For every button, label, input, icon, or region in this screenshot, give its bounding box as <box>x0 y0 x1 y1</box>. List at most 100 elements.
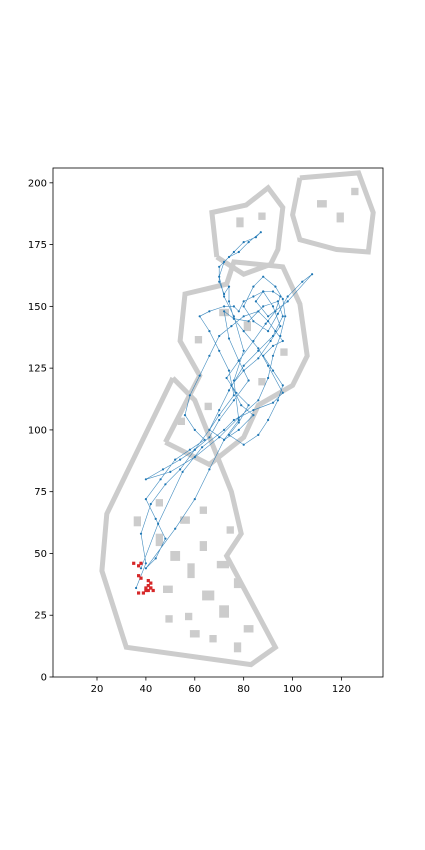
trajectory-point <box>264 322 267 325</box>
y-tick-label: 125 <box>28 364 47 375</box>
start-point <box>149 581 153 585</box>
start-point <box>149 586 153 590</box>
map-obstacle <box>170 551 181 561</box>
trajectory-layer <box>135 231 314 590</box>
trajectory-point <box>252 285 255 288</box>
map-obstacle <box>336 212 344 223</box>
trajectory-point <box>257 357 260 360</box>
map-obstacle <box>204 402 212 411</box>
trajectory-point <box>281 384 284 387</box>
trajectory-point <box>267 330 270 333</box>
trajectory-point <box>227 433 231 436</box>
trajectory-point <box>281 339 284 343</box>
x-tick-label: 120 <box>332 684 351 695</box>
trajectory-point <box>274 330 277 333</box>
y-tick-label: 25 <box>34 611 47 622</box>
map-wall-outline <box>99 376 279 668</box>
map-obstacle <box>194 336 203 344</box>
trajectory-point <box>227 369 231 372</box>
trajectory-point <box>311 273 314 276</box>
trajectory-point <box>279 334 282 338</box>
trajectory-point <box>259 231 262 234</box>
y-tick-label: 175 <box>28 240 47 251</box>
x-tick-label: 40 <box>140 684 153 695</box>
trajectory-point <box>286 295 289 298</box>
map-obstacle <box>155 533 163 547</box>
map-obstacle <box>180 516 190 524</box>
start-point <box>137 574 141 578</box>
trajectory-point <box>274 310 277 313</box>
trajectory-point <box>279 325 282 328</box>
trajectory-point <box>232 399 235 402</box>
trajectory-point <box>144 498 147 501</box>
trajectory-point <box>154 557 157 560</box>
y-tick-label: 75 <box>34 487 47 498</box>
trajectory-point <box>242 241 245 244</box>
y-tick-label: 50 <box>34 549 47 560</box>
trajectory-point <box>281 315 284 318</box>
map-obstacle <box>236 217 244 228</box>
map-obstacle <box>163 585 173 593</box>
trajectory-point <box>223 428 226 431</box>
trajectory-point <box>252 295 255 298</box>
map-obstacle <box>202 590 215 601</box>
trajectory-point <box>267 418 270 422</box>
map-obstacle <box>155 499 163 507</box>
start-point <box>139 561 143 565</box>
trajectory-point <box>223 305 226 308</box>
trajectory-point <box>237 359 240 362</box>
trajectory-point <box>247 320 250 323</box>
map-wall-outline <box>209 184 286 277</box>
trajectory-point <box>237 250 240 254</box>
trajectory-point <box>157 522 160 525</box>
map-obstacle <box>226 526 234 534</box>
start-point <box>144 586 148 590</box>
trajectory-point <box>252 409 255 412</box>
trajectory-point <box>223 260 226 263</box>
trajectory-point <box>284 315 287 318</box>
trajectory-point <box>257 433 260 436</box>
map-wall-outline <box>163 259 310 468</box>
map-obstacle <box>258 378 266 386</box>
trajectory-point <box>276 399 279 402</box>
trajectory-point <box>201 446 204 449</box>
trajectory-point <box>257 399 260 402</box>
map-obstacle <box>258 212 266 220</box>
y-tick-label: 200 <box>28 178 47 189</box>
trajectory-point <box>247 379 250 382</box>
trajectory-point <box>276 300 279 303</box>
x-tick-label: 60 <box>188 684 201 695</box>
trajectory-point <box>242 305 245 308</box>
map-obstacle <box>233 642 242 653</box>
trajectory-point <box>232 418 235 422</box>
trajectory-point <box>193 498 196 501</box>
trajectory-point <box>135 586 138 590</box>
trajectory-point <box>232 305 235 308</box>
start-point <box>141 591 145 595</box>
map-obstacle <box>199 541 207 551</box>
map-obstacle <box>177 417 185 425</box>
trajectory-point <box>159 478 162 481</box>
trajectory-point <box>271 290 275 293</box>
trajectory-point <box>149 502 152 506</box>
trajectory-point <box>262 290 265 293</box>
trajectory-point <box>271 334 275 338</box>
trajectory-point <box>164 483 167 486</box>
trajectory-point <box>242 300 245 303</box>
trajectory-point <box>252 339 255 343</box>
trajectory-point <box>232 317 235 320</box>
y-tick-label: 0 <box>41 673 47 684</box>
start-point <box>146 579 150 583</box>
trajectory-point <box>271 344 275 347</box>
trajectory-point <box>179 458 182 461</box>
trajectory-point <box>274 285 277 288</box>
trajectory-point <box>262 305 265 308</box>
trajectory-point <box>279 295 282 298</box>
trajectory-point <box>269 339 272 343</box>
trajectory-point <box>232 379 235 382</box>
map-obstacle <box>133 516 141 527</box>
trajectory-point <box>139 567 143 570</box>
start-point <box>144 588 148 593</box>
start-point <box>151 588 155 593</box>
